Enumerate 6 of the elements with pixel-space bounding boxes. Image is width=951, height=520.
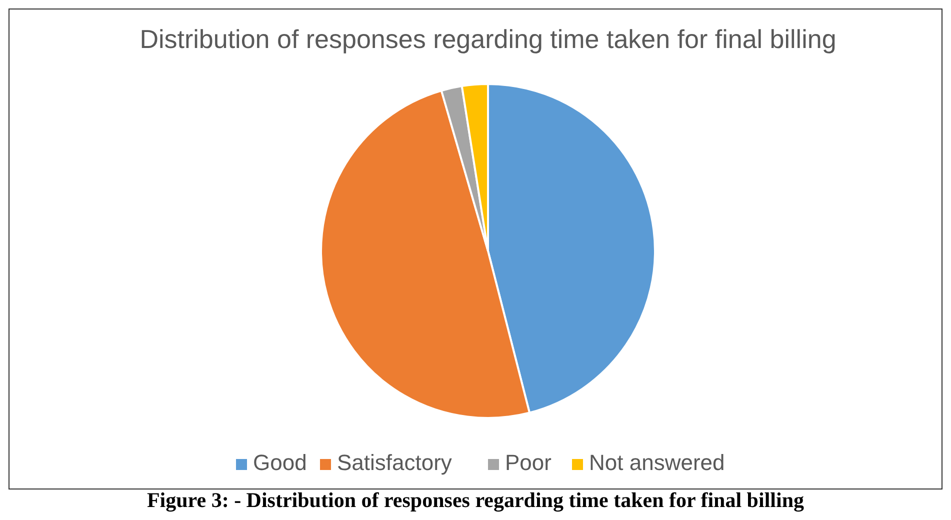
legend-label: Good bbox=[253, 450, 307, 475]
legend-label: Satisfactory bbox=[337, 450, 452, 475]
legend-label: Not answered bbox=[589, 450, 725, 475]
caption: Figure 3: - Distribution of responses regarding time taken for final billing bbox=[146, 488, 805, 512]
legend-label: Poor bbox=[505, 450, 552, 475]
chart-title: Distribution of responses regarding time taken for final billing bbox=[140, 24, 836, 54]
